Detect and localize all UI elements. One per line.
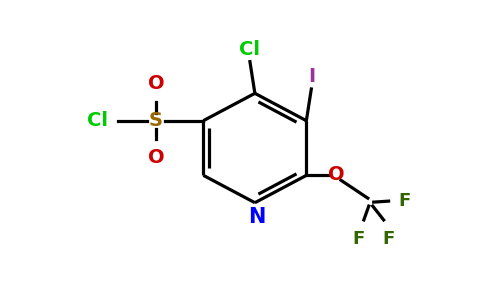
- Text: F: F: [353, 230, 365, 248]
- Text: O: O: [148, 148, 164, 167]
- Text: N: N: [248, 207, 266, 227]
- Text: I: I: [308, 67, 315, 86]
- Text: F: F: [382, 230, 395, 248]
- Text: Cl: Cl: [240, 40, 260, 59]
- Text: S: S: [149, 111, 163, 130]
- Text: O: O: [328, 165, 345, 184]
- Text: F: F: [398, 192, 411, 210]
- Text: Cl: Cl: [87, 111, 108, 130]
- Text: O: O: [148, 74, 164, 93]
